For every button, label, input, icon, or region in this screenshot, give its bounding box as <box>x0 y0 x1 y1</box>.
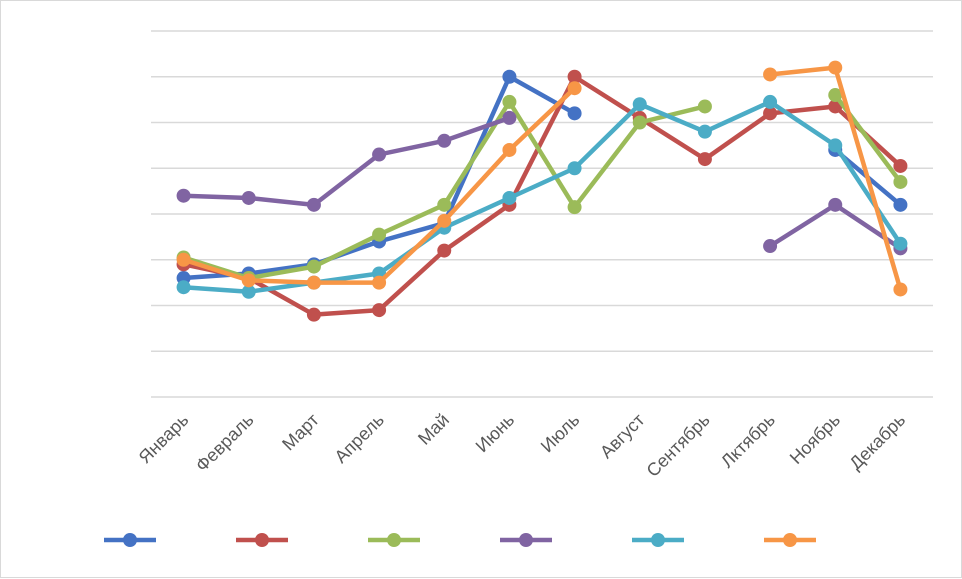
x-axis-tick-labels: Январь Февраль Март Апрель Май Июнь Июль Август… <box>135 410 910 481</box>
data-point <box>306 275 321 290</box>
legend <box>104 533 816 547</box>
data-point <box>763 67 778 82</box>
legend-item-6 <box>764 533 816 547</box>
data-point <box>306 307 321 322</box>
legend-item-4 <box>500 533 552 547</box>
data-point <box>697 124 712 139</box>
legend-marker <box>783 533 797 547</box>
x-tick-label: Лктябрь <box>717 410 779 472</box>
data-point <box>763 106 778 121</box>
legend-marker <box>387 533 401 547</box>
data-point <box>763 94 778 109</box>
data-point <box>437 133 452 148</box>
data-point <box>306 197 321 212</box>
series-1 <box>176 69 908 286</box>
data-point <box>502 69 517 84</box>
data-point <box>176 188 191 203</box>
data-point <box>437 197 452 212</box>
data-point <box>828 60 843 75</box>
x-tick-label: Июль <box>537 410 584 457</box>
legend-marker <box>123 533 137 547</box>
data-point <box>502 190 517 205</box>
legend-item-1 <box>104 533 156 547</box>
data-point <box>437 243 452 258</box>
legend-marker <box>651 533 665 547</box>
legend-item-5 <box>632 533 684 547</box>
series-line <box>181 115 512 208</box>
data-point <box>567 81 582 96</box>
legend-item-3 <box>368 533 420 547</box>
x-tick-label: Февраль <box>192 410 258 476</box>
data-point <box>893 174 908 189</box>
data-point <box>763 239 778 254</box>
data-point <box>893 282 908 297</box>
data-point <box>241 190 256 205</box>
data-point <box>893 197 908 212</box>
series-lines <box>176 60 908 322</box>
data-point <box>502 142 517 157</box>
gridlines <box>151 30 933 398</box>
data-point <box>567 106 582 121</box>
series-6 <box>176 60 908 297</box>
data-point <box>828 138 843 153</box>
series-4 <box>176 110 908 256</box>
data-point <box>632 115 647 130</box>
legend-marker <box>255 533 269 547</box>
x-tick-label: Сентябрь <box>643 410 714 481</box>
data-point <box>567 69 582 84</box>
data-point <box>697 99 712 114</box>
data-point <box>241 284 256 299</box>
x-tick-label: Июнь <box>472 410 519 457</box>
data-point <box>502 94 517 109</box>
data-point <box>372 147 387 162</box>
legend-marker <box>519 533 533 547</box>
x-tick-label: Апрель <box>331 410 388 467</box>
data-point <box>502 110 517 125</box>
legend-item-2 <box>236 533 288 547</box>
data-point <box>567 161 582 176</box>
data-point <box>437 213 452 228</box>
data-point <box>372 275 387 290</box>
data-point <box>828 88 843 103</box>
data-point <box>893 236 908 251</box>
data-point <box>176 252 191 267</box>
x-tick-label: Январь <box>135 410 193 468</box>
series-line <box>181 99 903 295</box>
data-point <box>893 158 908 173</box>
data-point <box>567 200 582 215</box>
data-point <box>632 97 647 112</box>
data-point <box>241 273 256 288</box>
data-point <box>372 227 387 242</box>
x-tick-label: Декабрь <box>845 410 909 474</box>
data-point <box>372 303 387 318</box>
x-tick-label: Август <box>596 410 648 462</box>
data-point <box>828 197 843 212</box>
x-tick-label: Ноябрь <box>786 410 844 468</box>
data-point <box>697 152 712 167</box>
series-line <box>181 74 903 317</box>
x-tick-label: Май <box>414 410 453 449</box>
data-point <box>306 259 321 274</box>
data-point <box>176 280 191 295</box>
x-tick-label: Март <box>278 410 323 455</box>
